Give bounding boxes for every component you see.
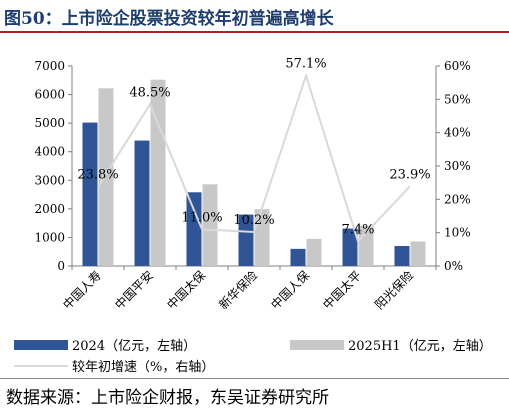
right-tick-label: 10% [444,226,471,240]
growth-line [97,72,411,244]
data-labels: 23.8% 48.5% 11.0% 10.2% 57.1% 7.4% 23.9% [77,57,430,238]
bar [134,140,150,266]
bar [98,88,114,267]
data-label: 7.4% [341,222,374,237]
left-tick-label: 4000 [34,145,65,159]
left-tick-label: 7000 [34,59,65,73]
legend-swatch [14,365,68,367]
bar [306,238,322,266]
left-tick-label: 6000 [34,88,65,102]
bar [150,79,166,266]
data-label: 10.2% [233,213,274,228]
bars [82,79,426,267]
data-label: 11.0% [181,210,222,225]
x-tick-label: 阳光保险 [372,268,417,313]
growth-line-path [97,72,411,244]
data-label: 23.8% [77,168,118,183]
bar [202,184,218,266]
bar [186,192,202,266]
bar [410,241,426,266]
legend-label: 2025H1（亿元，左轴） [348,339,492,354]
x-tick-label: 中国人保 [268,268,313,313]
x-tick-label: 中国太平 [320,268,365,313]
bar [342,228,358,266]
bar [394,246,410,266]
source-rule [0,378,509,379]
right-tick-label: 40% [444,126,471,140]
chart-title: 图50：上市险企股票投资较年初普遍高增长 [4,9,334,29]
right-tick-label: 30% [444,159,471,173]
left-tick-label: 3000 [34,173,65,187]
right-tick-label: 0% [444,259,463,273]
legend-label: 较年初增速（%，右轴） [72,360,214,375]
right-tick-label: 50% [444,92,471,106]
left-tick-label: 1000 [34,230,65,244]
data-label: 23.9% [389,167,430,182]
bar [254,209,270,266]
x-tick-label: 新华保险 [216,268,261,313]
legend: 2024（亿元，左轴） 2025H1（亿元，左轴） 较年初增速（%，右轴） [14,339,492,375]
bar [238,214,254,266]
source-note: 数据来源：上市险企财报，东吴证券研究所 [6,388,329,408]
combo-chart: 0 1000 2000 3000 4000 5000 6000 7000 0% 10% 20% 30%… [14,57,492,375]
bar [82,122,98,266]
right-tick-label: 20% [444,192,471,206]
bar [290,248,306,266]
data-label: 57.1% [285,57,326,72]
title-rule [0,31,509,33]
x-tick-label: 中国太保 [164,268,209,313]
x-tick-label: 中国平安 [112,268,157,313]
left-tick-label: 2000 [34,202,65,216]
data-label: 48.5% [129,85,170,100]
left-tick-label: 0 [57,259,65,273]
legend-label: 2024（亿元，左轴） [72,339,196,354]
x-tick-label: 中国人寿 [60,268,105,313]
legend-swatch [290,340,344,350]
right-tick-label: 60% [444,59,471,73]
legend-swatch [14,340,68,350]
left-tick-label: 5000 [34,116,65,130]
